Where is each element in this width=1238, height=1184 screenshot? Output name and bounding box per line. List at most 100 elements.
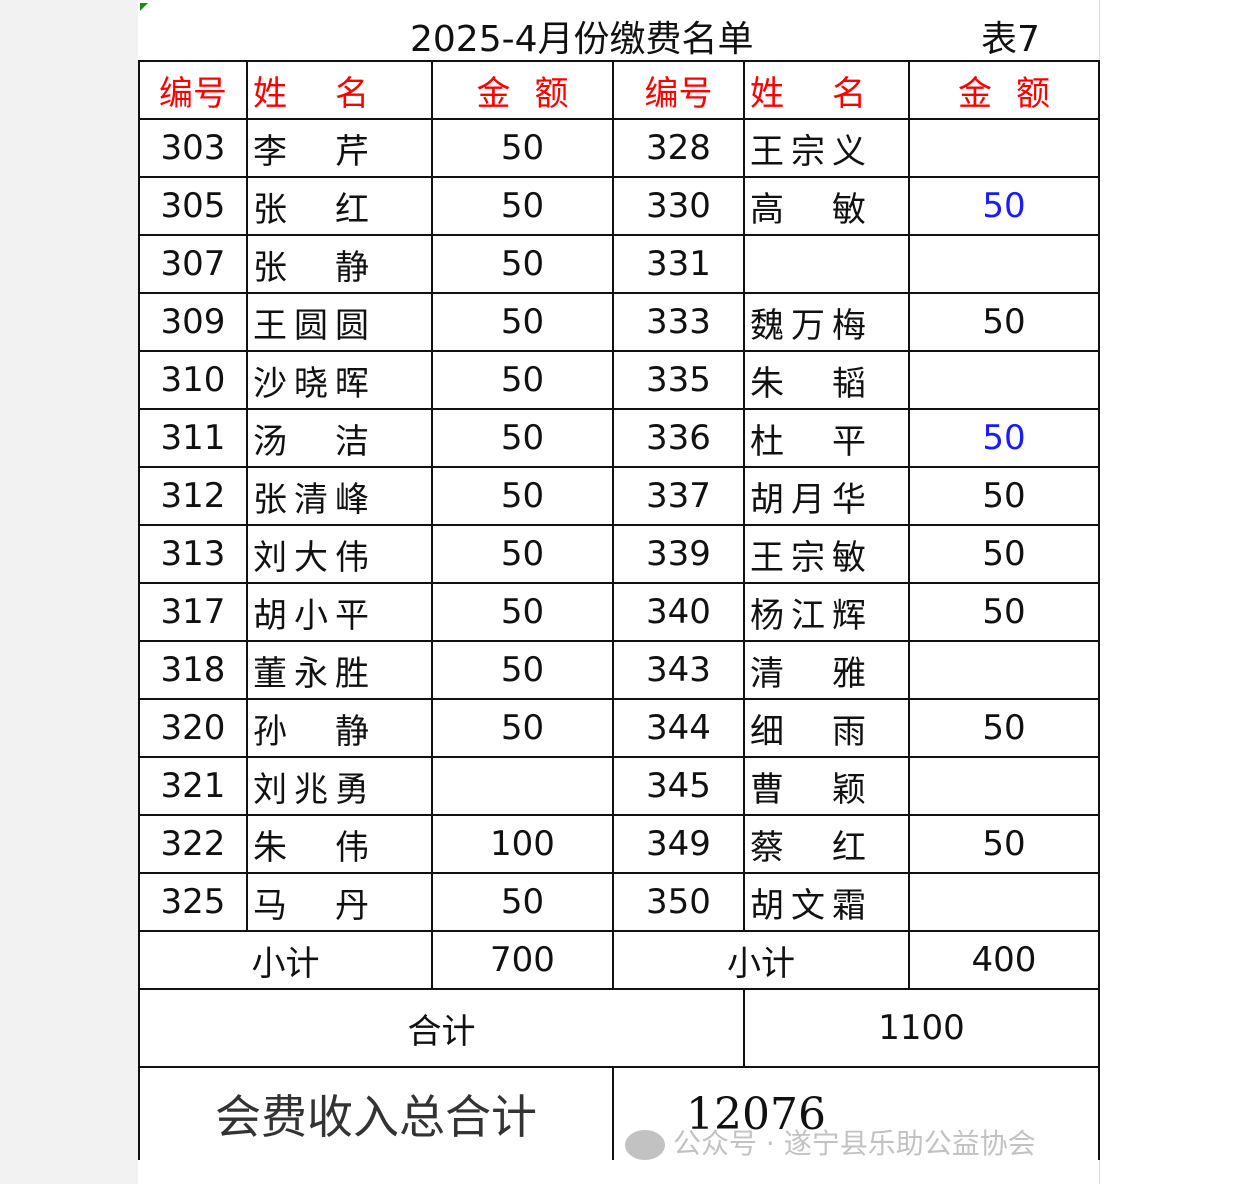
table-row: 317 胡小平 50 340 杨江辉 50 (138, 582, 1100, 642)
member-number-cell[interactable]: 313 (138, 524, 248, 584)
member-name-cell[interactable]: 刘大伟 (246, 524, 433, 584)
grand-total-label: 会费收入总合计 (138, 1066, 614, 1160)
table-row: 309 王圆圆 50 333 魏万梅 50 (138, 292, 1100, 352)
member-number-cell[interactable]: 322 (138, 814, 248, 874)
amount-cell[interactable]: 50 (908, 524, 1100, 584)
member-name-cell[interactable]: 董永胜 (246, 640, 433, 700)
amount-cell[interactable]: 100 (431, 814, 614, 874)
member-number-cell[interactable]: 331 (612, 234, 745, 294)
amount-cell[interactable]: 50 (431, 176, 614, 236)
member-name-cell[interactable]: 细雨 (743, 698, 910, 758)
member-number-cell[interactable]: 350 (612, 872, 745, 932)
member-number-cell[interactable]: 303 (138, 118, 248, 178)
member-name-cell[interactable]: 李芹 (246, 118, 433, 178)
amount-cell[interactable]: 50 (908, 408, 1100, 468)
grand-total-value: 12076 (686, 1088, 826, 1140)
amount-cell[interactable]: 50 (908, 292, 1100, 352)
total-value[interactable]: 1100 (743, 988, 1100, 1068)
amount-cell[interactable] (908, 756, 1100, 816)
member-name-cell[interactable]: 蔡红 (743, 814, 910, 874)
amount-cell[interactable]: 50 (908, 698, 1100, 758)
member-name-cell[interactable]: 魏万梅 (743, 292, 910, 352)
total-label: 合计 (138, 988, 745, 1068)
member-number-cell[interactable]: 325 (138, 872, 248, 932)
right-margin (1099, 0, 1238, 1184)
amount-cell[interactable] (908, 872, 1100, 932)
member-name-cell[interactable] (743, 234, 910, 294)
member-number-cell[interactable]: 328 (612, 118, 745, 178)
member-name-cell[interactable]: 杨江辉 (743, 582, 910, 642)
member-number-cell[interactable]: 349 (612, 814, 745, 874)
member-name-cell[interactable]: 张清峰 (246, 466, 433, 526)
amount-cell[interactable]: 50 (431, 118, 614, 178)
member-number-cell[interactable]: 336 (612, 408, 745, 468)
member-name-cell[interactable]: 汤洁 (246, 408, 433, 468)
amount-cell[interactable]: 50 (908, 582, 1100, 642)
amount-cell[interactable] (908, 640, 1100, 700)
member-name-cell[interactable]: 王圆圆 (246, 292, 433, 352)
member-number-cell[interactable]: 339 (612, 524, 745, 584)
member-number-cell[interactable]: 333 (612, 292, 745, 352)
member-name-cell[interactable]: 胡文霜 (743, 872, 910, 932)
member-number-cell[interactable]: 317 (138, 582, 248, 642)
member-number-cell[interactable]: 310 (138, 350, 248, 410)
member-number-cell[interactable]: 321 (138, 756, 248, 816)
member-number-cell[interactable]: 345 (612, 756, 745, 816)
member-name-cell[interactable]: 王宗敏 (743, 524, 910, 584)
member-number-cell[interactable]: 337 (612, 466, 745, 526)
member-number-cell[interactable]: 344 (612, 698, 745, 758)
amount-cell[interactable]: 50 (431, 292, 614, 352)
member-number-cell[interactable]: 335 (612, 350, 745, 410)
amount-cell[interactable] (908, 234, 1100, 294)
member-number-cell[interactable]: 320 (138, 698, 248, 758)
member-number-cell[interactable]: 340 (612, 582, 745, 642)
member-name-cell[interactable]: 刘兆勇 (246, 756, 433, 816)
member-number-cell[interactable]: 330 (612, 176, 745, 236)
member-number-cell[interactable]: 311 (138, 408, 248, 468)
table-row: 305 张红 50 330 高敏 50 (138, 176, 1100, 236)
member-name-cell[interactable]: 杜平 (743, 408, 910, 468)
member-name-cell[interactable]: 朱伟 (246, 814, 433, 874)
table-row: 320 孙静 50 344 细雨 50 (138, 698, 1100, 758)
member-number-cell[interactable]: 309 (138, 292, 248, 352)
member-number-cell[interactable]: 343 (612, 640, 745, 700)
table-row: 303 李芹 50 328 王宗义 (138, 118, 1100, 178)
amount-cell[interactable]: 50 (431, 582, 614, 642)
left-subtotal[interactable]: 700 (431, 930, 614, 990)
member-name-cell[interactable]: 朱韬 (743, 350, 910, 410)
member-number-cell[interactable]: 318 (138, 640, 248, 700)
amount-cell[interactable]: 50 (431, 524, 614, 584)
member-name-cell[interactable]: 胡月华 (743, 466, 910, 526)
member-name-cell[interactable]: 孙静 (246, 698, 433, 758)
wechat-icon (625, 1130, 665, 1160)
grand-total-cell[interactable]: 12076 (612, 1066, 1100, 1160)
member-name-cell[interactable]: 王宗义 (743, 118, 910, 178)
member-number-cell[interactable]: 307 (138, 234, 248, 294)
member-name-cell[interactable]: 曹颖 (743, 756, 910, 816)
amount-cell[interactable]: 50 (908, 814, 1100, 874)
member-number-cell[interactable]: 312 (138, 466, 248, 526)
amount-cell[interactable]: 50 (431, 698, 614, 758)
amount-cell[interactable]: 50 (431, 408, 614, 468)
amount-cell[interactable] (908, 350, 1100, 410)
table-row: 325 马丹 50 350 胡文霜 (138, 872, 1100, 932)
amount-cell[interactable] (908, 118, 1100, 178)
member-name-cell[interactable]: 张静 (246, 234, 433, 294)
sheet-title: 2025-4月份缴费名单 (410, 19, 754, 60)
amount-cell[interactable]: 50 (431, 466, 614, 526)
amount-cell[interactable]: 50 (908, 176, 1100, 236)
amount-cell[interactable]: 50 (431, 640, 614, 700)
amount-cell[interactable]: 50 (431, 234, 614, 294)
amount-cell[interactable] (431, 756, 614, 816)
member-name-cell[interactable]: 马丹 (246, 872, 433, 932)
member-number-cell[interactable]: 305 (138, 176, 248, 236)
member-name-cell[interactable]: 沙晓晖 (246, 350, 433, 410)
member-name-cell[interactable]: 高敏 (743, 176, 910, 236)
amount-cell[interactable]: 50 (908, 466, 1100, 526)
amount-cell[interactable]: 50 (431, 350, 614, 410)
member-name-cell[interactable]: 胡小平 (246, 582, 433, 642)
right-subtotal[interactable]: 400 (908, 930, 1100, 990)
amount-cell[interactable]: 50 (431, 872, 614, 932)
member-name-cell[interactable]: 张红 (246, 176, 433, 236)
member-name-cell[interactable]: 清雅 (743, 640, 910, 700)
